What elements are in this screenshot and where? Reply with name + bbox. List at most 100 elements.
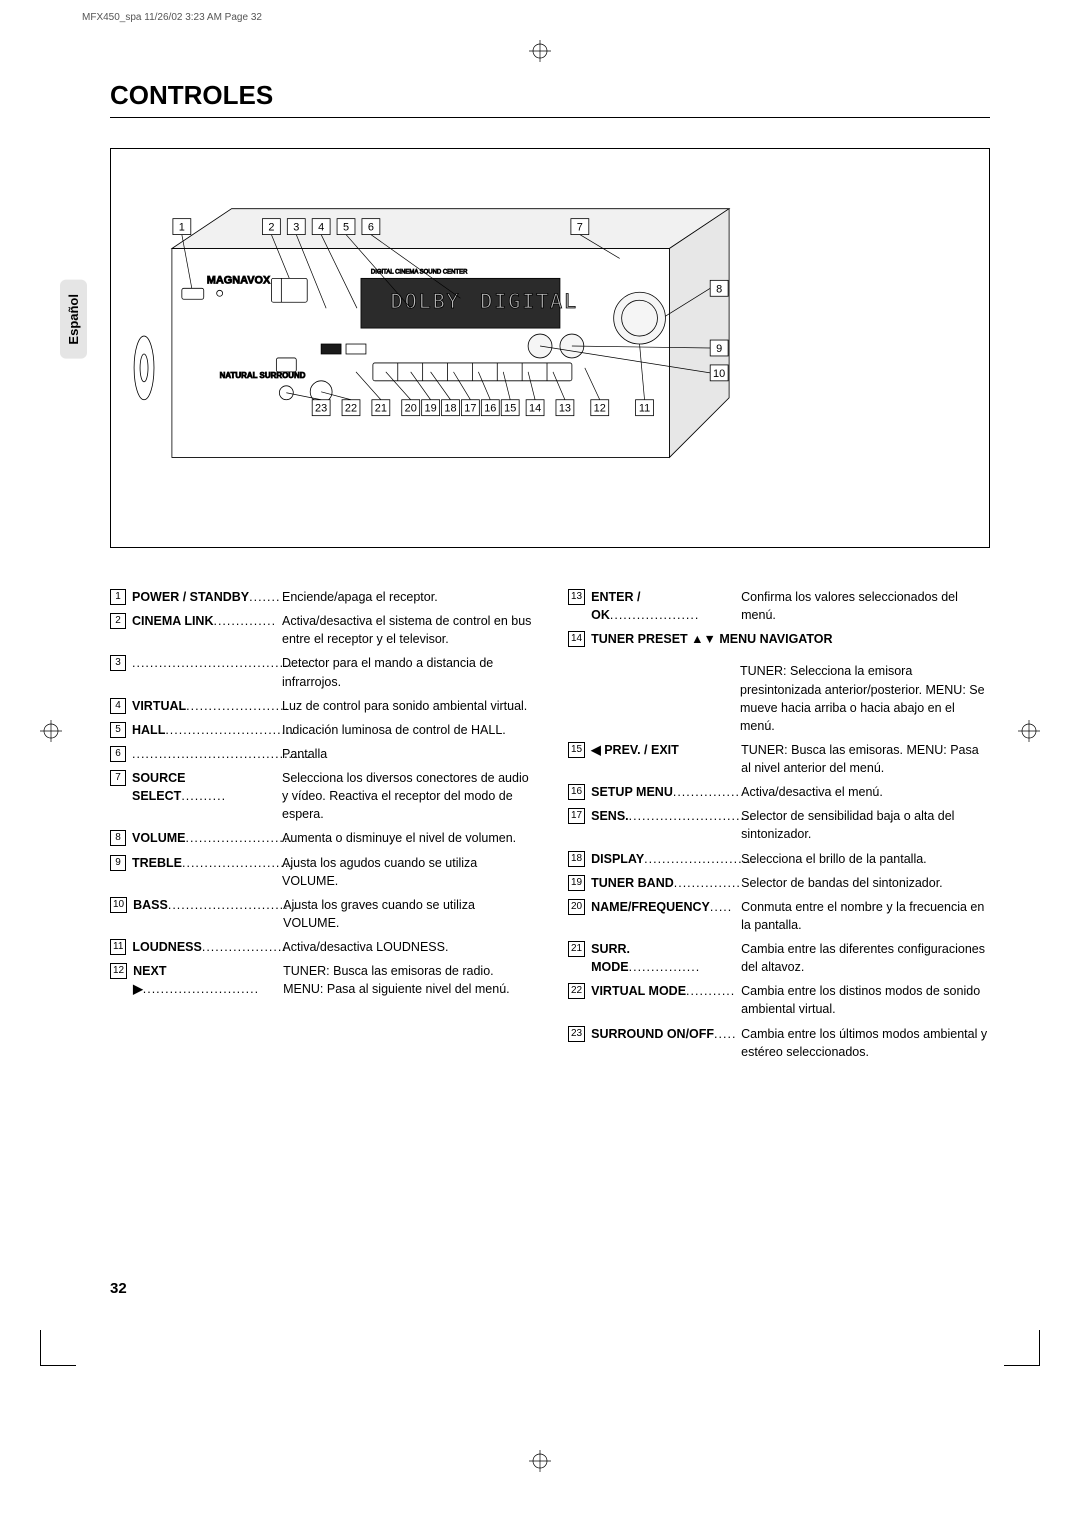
entry-desc: Confirma los valores seleccionados del m… bbox=[741, 588, 990, 624]
reg-mark-right bbox=[1018, 720, 1040, 742]
control-entry: 22VIRTUAL MODE...........Cambia entre lo… bbox=[568, 982, 990, 1018]
reg-mark-top bbox=[529, 40, 551, 62]
num-box: 21 bbox=[568, 941, 585, 957]
svg-text:9: 9 bbox=[716, 343, 722, 355]
entry-term-col: NAME/FREQUENCY..... bbox=[591, 898, 741, 934]
svg-text:5: 5 bbox=[343, 222, 349, 234]
entry-desc: Selecciona los diversos conectores de au… bbox=[282, 769, 532, 823]
control-entry: 13ENTER / OK....................Confirma… bbox=[568, 588, 990, 624]
entry-desc: Ajusta los agudos cuando se utiliza VOLU… bbox=[282, 854, 532, 890]
control-entry: 1 POWER / STANDBY.......Enciende/apaga el… bbox=[110, 588, 532, 606]
entry-term: VIRTUAL MODE bbox=[591, 984, 686, 998]
num-box: 7 bbox=[110, 770, 126, 786]
control-entry: 2CINEMA LINK..............Activa/desacti… bbox=[110, 612, 532, 648]
entry-term: VOLUME bbox=[132, 831, 185, 845]
entry-desc: Activa/desactiva el menú. bbox=[741, 783, 990, 801]
num-box: 2 bbox=[110, 613, 126, 629]
svg-text:15: 15 bbox=[504, 403, 516, 415]
num-box: 5 bbox=[110, 722, 126, 738]
entry-term: NAME/FREQUENCY bbox=[591, 900, 710, 914]
svg-text:19: 19 bbox=[425, 403, 437, 415]
control-entry: 12NEXT ▶..........................TUNER:… bbox=[110, 962, 532, 998]
control-entry: 16SETUP MENU...............Activa/desact… bbox=[568, 783, 990, 801]
entry-term-col: TREBLE.......................... bbox=[132, 854, 282, 890]
control-entry: TUNER: Selecciona la emisora presintoniz… bbox=[568, 662, 990, 735]
page-number: 32 bbox=[110, 1280, 127, 1297]
svg-text:20: 20 bbox=[405, 403, 417, 415]
control-entry: 17SENS.............................Selec… bbox=[568, 807, 990, 843]
entry-desc: Ajusta los graves cuando se utiliza VOLU… bbox=[283, 896, 532, 932]
entry-term-col: SURR. MODE................ bbox=[591, 940, 741, 976]
entry-term-col: POWER / STANDBY....... bbox=[132, 588, 282, 606]
svg-text:23: 23 bbox=[315, 403, 327, 415]
entry-desc: Activa/desactiva el sistema de control e… bbox=[282, 612, 532, 648]
num-box: 13 bbox=[568, 589, 585, 605]
svg-text:18: 18 bbox=[444, 403, 456, 415]
entry-term-col: VIRTUAL....................... bbox=[132, 697, 282, 715]
entry-term: DISPLAY bbox=[591, 852, 644, 866]
entry-term-col: HALL............................. bbox=[132, 721, 282, 739]
entry-desc: Luz de control para sonido ambiental vir… bbox=[282, 697, 532, 715]
reg-mark-left bbox=[40, 720, 62, 742]
entry-desc: Activa/desactiva LOUDNESS. bbox=[282, 938, 532, 956]
entry-desc: Aumenta o disminuye el nivel de volumen. bbox=[282, 829, 532, 847]
control-entry: 5 HALL.............................Indica… bbox=[110, 721, 532, 739]
num-box: 22 bbox=[568, 983, 585, 999]
svg-text:10: 10 bbox=[713, 368, 725, 380]
control-entry: 15◀ PREV. / EXITTUNER: Busca las emisora… bbox=[568, 741, 990, 777]
control-entry: 18DISPLAY.........................Selecc… bbox=[568, 850, 990, 868]
entry-term: BASS bbox=[133, 898, 168, 912]
entry-term: VIRTUAL bbox=[132, 699, 186, 713]
entry-term-col: TUNER BAND............... bbox=[591, 874, 741, 892]
entry-term-col: VOLUME........................ bbox=[132, 829, 282, 847]
crop-corner-left bbox=[40, 1330, 76, 1366]
svg-text:14: 14 bbox=[529, 403, 541, 415]
reg-mark-bottom bbox=[529, 1450, 551, 1472]
entry-desc: Indicación luminosa de control de HALL. bbox=[282, 721, 532, 739]
svg-text:DIGITAL: DIGITAL bbox=[480, 290, 578, 313]
entry-desc: Cambia entre las diferentes configuracio… bbox=[741, 940, 990, 976]
control-entry: 21 SURR. MODE................Cambia entre… bbox=[568, 940, 990, 976]
entry-term-col: SURROUND ON/OFF..... bbox=[591, 1025, 741, 1061]
num-box: 4 bbox=[110, 698, 126, 714]
num-box: 11 bbox=[110, 939, 126, 955]
num-box: 20 bbox=[568, 899, 585, 915]
crop-corner-right bbox=[1004, 1330, 1040, 1366]
entry-term: SENS. bbox=[591, 809, 629, 823]
entry-term: SURR. MODE bbox=[591, 942, 630, 974]
entry-desc: Selector de bandas del sintonizador. bbox=[741, 874, 990, 892]
entry-term-col: NEXT ▶.......................... bbox=[133, 962, 283, 998]
entry-desc: Cambia entre los últimos modos ambiental… bbox=[741, 1025, 990, 1061]
right-column: 13ENTER / OK....................Confirma… bbox=[568, 588, 990, 1067]
svg-text:17: 17 bbox=[464, 403, 476, 415]
svg-text:12: 12 bbox=[594, 403, 606, 415]
controls-columns: 1 POWER / STANDBY.......Enciende/apaga el… bbox=[110, 588, 990, 1067]
control-entry: 14TUNER PRESET ▲▼ MENU NAVIGATOR bbox=[568, 630, 990, 648]
entry-term-col: SENS............................. bbox=[591, 807, 741, 843]
entry-term-col: ........................................ bbox=[132, 745, 282, 763]
num-box: 18 bbox=[568, 851, 585, 867]
svg-text:DIGITAL CINEMA SOUND CENTER: DIGITAL CINEMA SOUND CENTER bbox=[371, 269, 468, 275]
left-column: 1 POWER / STANDBY.......Enciende/apaga el… bbox=[110, 588, 532, 1067]
entry-term-col: ........................................ bbox=[132, 654, 282, 690]
entry-desc: TUNER: Busca las emisoras de radio. MENU… bbox=[283, 962, 532, 998]
entry-desc: Enciende/apaga el receptor. bbox=[282, 588, 532, 606]
svg-text:11: 11 bbox=[639, 403, 650, 415]
section-title: CONTROLES bbox=[110, 80, 990, 111]
control-entry: 11LOUDNESS...................Activa/desa… bbox=[110, 938, 532, 956]
entry-term: SURROUND ON/OFF bbox=[591, 1027, 714, 1041]
svg-text:2: 2 bbox=[268, 222, 274, 234]
entry-term: TUNER BAND bbox=[591, 876, 674, 890]
svg-text:13: 13 bbox=[559, 403, 571, 415]
svg-text:7: 7 bbox=[577, 222, 583, 234]
svg-text:21: 21 bbox=[375, 403, 387, 415]
control-entry: 6.......................................… bbox=[110, 745, 532, 763]
num-box: 6 bbox=[110, 746, 126, 762]
num-box: 1 bbox=[110, 589, 126, 605]
control-entry: 10BASS.............................Ajust… bbox=[110, 896, 532, 932]
entry-term: TREBLE bbox=[132, 856, 182, 870]
entry-term-col: ◀ PREV. / EXIT bbox=[591, 741, 741, 777]
control-entry: 23SURROUND ON/OFF.....Cambia entre los ú… bbox=[568, 1025, 990, 1061]
entry-desc: TUNER: Busca las emisoras. MENU: Pasa al… bbox=[741, 741, 990, 777]
entry-term-col: SETUP MENU............... bbox=[591, 783, 741, 801]
